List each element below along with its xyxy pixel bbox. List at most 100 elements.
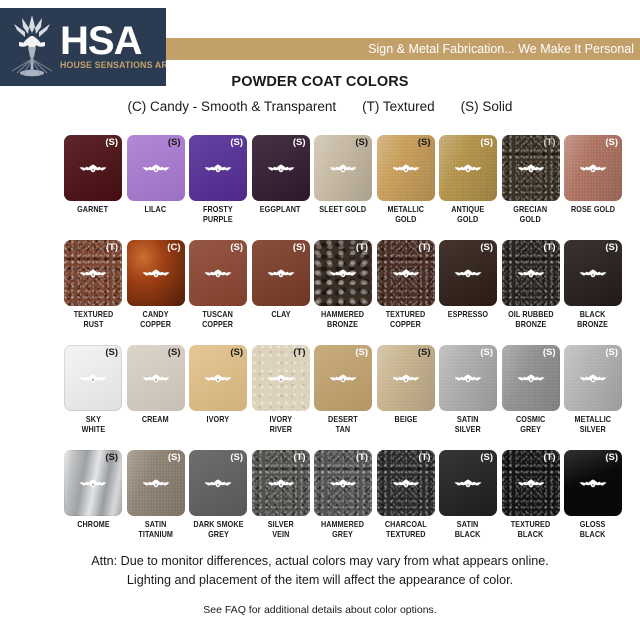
color-swatch[interactable]: (T) bbox=[501, 450, 560, 516]
color-swatch-cell[interactable]: (S) GARNET bbox=[62, 135, 124, 215]
color-name-label: IVORY bbox=[206, 415, 230, 424]
color-swatch[interactable]: (S) bbox=[439, 135, 497, 201]
lotus-icon bbox=[516, 370, 546, 386]
color-swatch[interactable]: (S) bbox=[189, 240, 247, 306]
color-swatch[interactable]: (S) bbox=[564, 240, 622, 306]
finish-code-badge: (S) bbox=[105, 137, 118, 148]
color-swatch-cell[interactable]: (S) COSMIC GREY bbox=[500, 345, 562, 434]
color-swatch[interactable]: (S) bbox=[314, 345, 372, 411]
color-swatch-cell[interactable]: (S) METALLIC SILVER bbox=[562, 345, 624, 434]
color-swatch-cell[interactable]: (S) SLEET GOLD bbox=[312, 135, 374, 215]
lotus-icon bbox=[141, 370, 171, 386]
color-swatch[interactable]: (S) bbox=[564, 135, 622, 201]
color-swatch-cell[interactable]: (S) IVORY bbox=[187, 345, 249, 425]
color-swatch-cell[interactable]: (S) ROSE GOLD bbox=[562, 135, 624, 215]
lotus-icon bbox=[453, 265, 483, 281]
color-swatch[interactable]: (T) bbox=[64, 240, 122, 306]
color-swatch-cell[interactable]: (S) CREAM bbox=[125, 345, 187, 425]
finish-code-badge: (S) bbox=[542, 347, 556, 358]
color-swatch-cell[interactable]: (T) OIL RUBBED BRONZE bbox=[500, 240, 562, 329]
color-swatch[interactable]: (T) bbox=[501, 135, 560, 201]
attention-line-1: Attn: Due to monitor differences, actual… bbox=[91, 554, 549, 568]
finish-code-badge: (S) bbox=[292, 242, 306, 253]
color-swatch[interactable]: (S) bbox=[64, 450, 122, 516]
finish-code-badge: (T) bbox=[543, 242, 556, 253]
color-swatch[interactable]: (T) bbox=[251, 345, 310, 411]
color-swatch-cell[interactable]: (S) DESERT TAN bbox=[312, 345, 374, 434]
color-swatch[interactable]: (S) bbox=[251, 240, 310, 306]
finish-code-badge: (S) bbox=[230, 242, 243, 253]
color-swatch-cell[interactable]: (S) CLAY bbox=[250, 240, 312, 320]
color-name-label: SATIN TITANIUM bbox=[138, 520, 173, 539]
lotus-icon bbox=[578, 370, 608, 386]
color-swatch-cell[interactable]: (T) TEXTURED RUST bbox=[62, 240, 124, 329]
color-swatch[interactable]: (T) bbox=[376, 240, 435, 306]
color-swatch[interactable]: (S) bbox=[189, 345, 247, 411]
color-swatch-cell[interactable]: (T) HAMMERED BRONZE bbox=[312, 240, 374, 329]
color-swatch-cell[interactable]: (S) LILAC bbox=[125, 135, 187, 215]
color-name-label: IVORY RIVER bbox=[269, 415, 292, 434]
finish-code-badge: (S) bbox=[480, 347, 493, 358]
color-swatch[interactable]: (S) bbox=[501, 345, 560, 411]
lotus-icon bbox=[78, 265, 108, 281]
color-swatch[interactable]: (S) bbox=[189, 135, 247, 201]
color-swatch[interactable]: (S) bbox=[439, 345, 497, 411]
color-swatch[interactable]: (S) bbox=[64, 135, 122, 201]
color-swatch-cell[interactable]: (S) SATIN TITANIUM bbox=[125, 450, 187, 539]
lotus-icon bbox=[328, 160, 358, 176]
finish-code-badge: (S) bbox=[230, 452, 243, 463]
color-swatch-cell[interactable]: (S) SATIN SILVER bbox=[437, 345, 499, 434]
color-swatch[interactable]: (S) bbox=[376, 345, 435, 411]
color-swatch[interactable]: (C) bbox=[126, 240, 185, 306]
color-name-label: SLEET GOLD bbox=[319, 205, 367, 214]
color-swatch-cell[interactable]: (S) SKY WHITE bbox=[62, 345, 124, 434]
finish-legend: (C) Candy - Smooth & Transparent (T) Text… bbox=[0, 99, 640, 114]
color-swatch[interactable]: (S) bbox=[126, 345, 185, 411]
color-swatch-cell[interactable]: (S) METALLIC GOLD bbox=[375, 135, 437, 224]
color-name-label: SATIN BLACK bbox=[455, 520, 481, 539]
color-swatch-cell[interactable]: (S) SATIN BLACK bbox=[437, 450, 499, 539]
color-swatch-cell[interactable]: (S) TUSCAN COPPER bbox=[187, 240, 249, 329]
color-swatch[interactable]: (S) bbox=[564, 450, 622, 516]
finish-code-badge: (S) bbox=[167, 137, 181, 148]
color-swatch-cell[interactable]: (S) DARK SMOKE GREY bbox=[187, 450, 249, 539]
color-swatch[interactable]: (S) bbox=[376, 135, 435, 201]
color-swatch-cell[interactable]: (C) CANDY COPPER bbox=[125, 240, 187, 329]
color-swatch[interactable]: (T) bbox=[501, 240, 560, 306]
color-swatch[interactable]: (S) bbox=[126, 450, 185, 516]
color-swatch-cell[interactable]: (T) SILVER VEIN bbox=[250, 450, 312, 539]
color-name-label: BEIGE bbox=[394, 415, 417, 424]
page-title: POWDER COAT COLORS bbox=[231, 74, 409, 90]
color-swatch-cell[interactable]: (S) GLOSS BLACK bbox=[562, 450, 624, 539]
color-swatch-cell[interactable]: (T) HAMMERED GREY bbox=[312, 450, 374, 539]
color-swatch-cell[interactable]: (T) TEXTURED COPPER bbox=[375, 240, 437, 329]
color-swatch-cell[interactable]: (T) TEXTURED BLACK bbox=[500, 450, 562, 539]
color-swatch[interactable]: (S) bbox=[126, 135, 185, 201]
color-swatch-cell[interactable]: (T) CHARCOAL TEXTURED bbox=[375, 450, 437, 539]
color-swatch-cell[interactable]: (S) BLACK BRONZE bbox=[562, 240, 624, 329]
finish-code-badge: (S) bbox=[230, 137, 243, 148]
color-swatch[interactable]: (S) bbox=[439, 450, 497, 516]
color-swatch-cell[interactable]: (S) BEIGE bbox=[375, 345, 437, 425]
color-swatch[interactable]: (T) bbox=[251, 450, 310, 516]
color-swatch-cell[interactable]: (T) IVORY RIVER bbox=[250, 345, 312, 434]
color-swatch-cell[interactable]: (S) ESPRESSO bbox=[437, 240, 499, 320]
color-swatch[interactable]: (S) bbox=[564, 345, 622, 411]
color-swatch-cell[interactable]: (S) ANTIQUE GOLD bbox=[437, 135, 499, 224]
color-swatch[interactable]: (S) bbox=[189, 450, 247, 516]
color-swatch[interactable]: (S) bbox=[314, 135, 372, 201]
color-swatch[interactable]: (T) bbox=[314, 450, 372, 516]
color-swatch-cell[interactable]: (T) GRECIAN GOLD bbox=[500, 135, 562, 224]
color-swatch[interactable]: (S) bbox=[64, 345, 122, 411]
color-swatch[interactable]: (S) bbox=[439, 240, 497, 306]
color-swatch[interactable]: (T) bbox=[314, 240, 372, 306]
color-swatch[interactable]: (T) bbox=[376, 450, 435, 516]
color-swatch-cell[interactable]: (S) CHROME bbox=[62, 450, 124, 530]
brand-logo: HSA HOUSE SENSATIONS ART bbox=[0, 8, 166, 86]
lotus-icon bbox=[78, 475, 108, 491]
color-swatch-cell[interactable]: (S) FROSTY PURPLE bbox=[187, 135, 249, 224]
color-swatch-cell[interactable]: (S) EGGPLANT bbox=[250, 135, 312, 215]
lotus-icon bbox=[141, 475, 171, 491]
color-swatch[interactable]: (S) bbox=[251, 135, 310, 201]
lotus-icon bbox=[203, 370, 233, 386]
